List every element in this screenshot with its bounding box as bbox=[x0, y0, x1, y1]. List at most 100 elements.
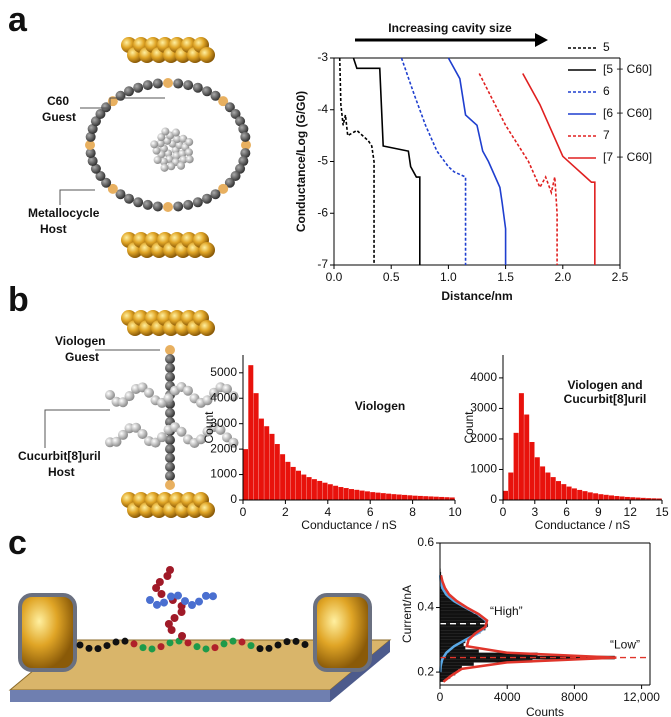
atom bbox=[183, 199, 194, 210]
atom bbox=[157, 432, 167, 443]
atom bbox=[184, 639, 192, 647]
atom bbox=[173, 135, 182, 144]
bar bbox=[327, 484, 333, 500]
atom bbox=[247, 642, 255, 650]
bar bbox=[407, 495, 413, 500]
atom bbox=[160, 163, 169, 172]
atom bbox=[152, 146, 161, 155]
atom bbox=[292, 637, 300, 645]
atom bbox=[167, 592, 175, 601]
y-axis-label: Conductance/Log (G/G0) bbox=[294, 91, 308, 232]
atom bbox=[160, 598, 168, 607]
peak-label: “Low” bbox=[610, 638, 640, 652]
atom bbox=[163, 572, 172, 580]
legend-label: [5 + C60] bbox=[603, 62, 652, 76]
atom bbox=[103, 642, 111, 650]
atom bbox=[240, 131, 251, 142]
x-tick-label: 6 bbox=[563, 505, 570, 519]
molecule-label: Host bbox=[48, 465, 75, 479]
x-tick-label: 15 bbox=[655, 505, 669, 519]
y-axis-label: Current/nA bbox=[400, 585, 414, 643]
bar bbox=[561, 484, 567, 500]
atom bbox=[85, 148, 96, 159]
bar bbox=[635, 497, 641, 500]
bar bbox=[651, 498, 657, 500]
atom bbox=[199, 320, 215, 336]
atom bbox=[215, 424, 226, 435]
y-tick-label: 0.2 bbox=[417, 664, 434, 678]
atom bbox=[161, 127, 170, 136]
legend-label: 5 bbox=[603, 40, 610, 54]
atom bbox=[174, 591, 182, 600]
atom bbox=[202, 395, 213, 406]
atom bbox=[301, 640, 309, 648]
bar bbox=[603, 494, 609, 500]
x-tick-label: 0 bbox=[437, 690, 444, 704]
bar bbox=[274, 444, 280, 500]
bar bbox=[285, 461, 291, 500]
bar bbox=[444, 497, 450, 500]
atom bbox=[137, 428, 148, 439]
bar bbox=[258, 418, 264, 500]
atom bbox=[156, 139, 165, 148]
atom bbox=[107, 183, 118, 194]
bar bbox=[370, 492, 376, 500]
atom bbox=[105, 390, 115, 400]
atom bbox=[181, 597, 189, 606]
chart-title: Viologen bbox=[355, 399, 405, 413]
bar bbox=[439, 613, 479, 618]
atom bbox=[230, 109, 241, 119]
atom bbox=[202, 86, 212, 97]
atom bbox=[165, 480, 175, 490]
atom bbox=[238, 123, 249, 134]
atom bbox=[166, 566, 174, 574]
atom bbox=[283, 638, 291, 646]
leader-line bbox=[80, 97, 165, 109]
y-tick-label: 0 bbox=[490, 492, 497, 506]
atom bbox=[183, 80, 194, 91]
atom bbox=[183, 385, 193, 396]
atom bbox=[165, 408, 175, 418]
molecule-label: Cucurbit[8]uril bbox=[18, 449, 101, 463]
bar bbox=[582, 491, 588, 500]
y-tick-label: 5000 bbox=[210, 365, 237, 379]
atom bbox=[146, 596, 154, 604]
bar bbox=[439, 633, 474, 637]
atom bbox=[192, 82, 203, 93]
atom bbox=[230, 171, 241, 181]
bar bbox=[333, 485, 339, 500]
bar bbox=[439, 626, 486, 631]
bar bbox=[269, 433, 275, 500]
atom bbox=[184, 148, 193, 157]
atom bbox=[177, 608, 186, 616]
atom bbox=[144, 387, 154, 398]
bar bbox=[359, 490, 365, 500]
bar bbox=[280, 454, 286, 500]
atom bbox=[167, 626, 176, 634]
atom bbox=[178, 632, 187, 640]
leader-line bbox=[44, 409, 110, 448]
series-line bbox=[400, 57, 467, 265]
atom bbox=[76, 641, 84, 649]
bar bbox=[534, 457, 540, 500]
x-tick-label: 1.0 bbox=[440, 270, 457, 284]
atom bbox=[185, 155, 194, 164]
atom bbox=[202, 193, 212, 204]
y-tick-label: -5 bbox=[317, 154, 328, 168]
bar bbox=[375, 492, 381, 500]
atom bbox=[95, 171, 106, 181]
atom bbox=[101, 102, 112, 113]
atom bbox=[185, 138, 194, 147]
atom bbox=[165, 453, 175, 463]
x-tick-label: 9 bbox=[595, 505, 602, 519]
legend-label: [6 + C60] bbox=[603, 106, 652, 120]
bar bbox=[386, 493, 392, 500]
x-tick-label: 2 bbox=[282, 505, 289, 519]
molecule-label: Guest bbox=[42, 110, 76, 124]
atom bbox=[163, 202, 173, 212]
substrate-edge bbox=[10, 690, 330, 702]
atom bbox=[195, 597, 203, 606]
series-line bbox=[352, 57, 421, 265]
atom bbox=[131, 422, 141, 433]
